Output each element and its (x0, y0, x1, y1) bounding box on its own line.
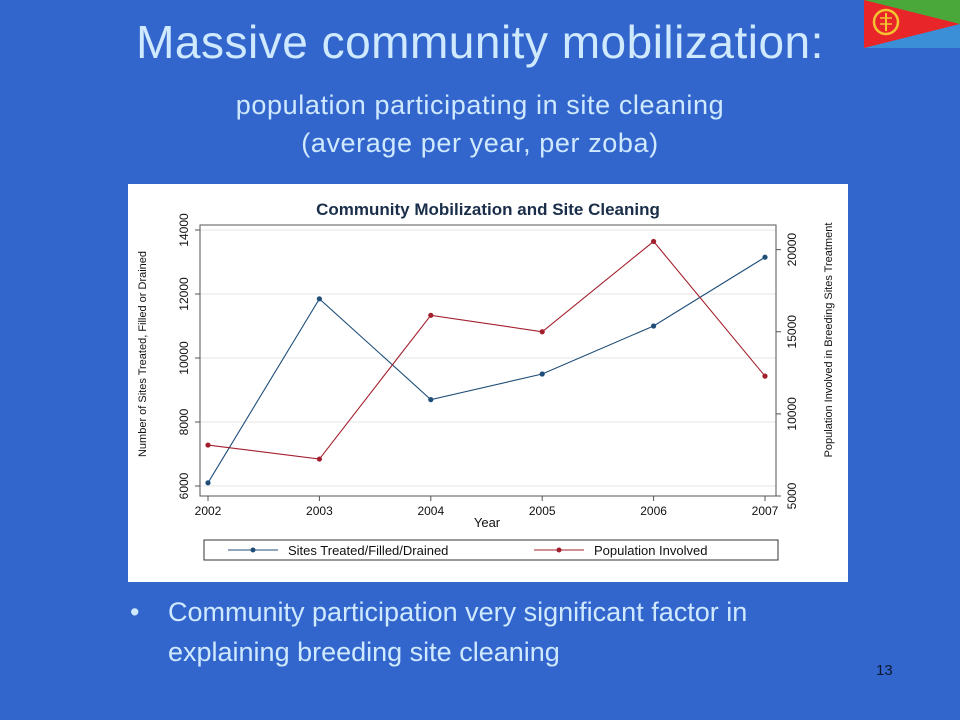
y-right-tick-label: 20000 (785, 233, 799, 267)
y-left-tick-label: 14000 (177, 213, 191, 247)
subtitle-line-2: (average per year, per zoba) (301, 128, 659, 158)
series-sites-point (762, 254, 768, 260)
chart-legend: Sites Treated/Filled/Drained Population … (203, 539, 779, 561)
y-axis-left-label: Number of Sites Treated, Filled or Drain… (137, 251, 149, 457)
page-number: 13 (876, 662, 893, 679)
x-tick-label: 2007 (752, 504, 779, 518)
series-sites-point (428, 397, 434, 403)
series-sites-line (207, 256, 766, 484)
series-population-point (539, 329, 545, 335)
line-chart: 6000 8000 10000 12000 14000 5000 10000 15000 200… (128, 184, 848, 582)
series-population-point (205, 442, 211, 448)
series-population-point (651, 238, 657, 245)
x-tick-label: 2006 (640, 504, 667, 518)
x-tick-label: 2003 (306, 504, 333, 518)
x-tick-label: 2002 (195, 504, 222, 518)
x-axis-label: Year (474, 515, 501, 530)
series-sites-point (205, 480, 211, 486)
bullet-dot-icon: • (130, 597, 140, 627)
chart-panel: 6000 8000 10000 12000 14000 5000 10000 15000 200… (128, 184, 848, 582)
y-axis-right-label: Population Involved in Breeding Sites Tr… (823, 223, 835, 458)
chart-title: Community Mobilization and Site Cleaning (316, 200, 660, 219)
eritrea-flag-icon (864, 0, 960, 48)
series-population-point (428, 312, 434, 318)
subtitle-line-1: population participating in site cleanin… (235, 90, 725, 120)
y-left-tick-label: 8000 (177, 408, 191, 435)
y-left-tick-label: 10000 (177, 341, 191, 375)
y-right-tick-label: 10000 (785, 397, 799, 431)
legend-population-marker (556, 547, 562, 553)
x-tick-label: 2004 (417, 504, 444, 518)
slide-subtitle: population participating in site cleanin… (0, 86, 960, 162)
y-left-tick-label: 12000 (177, 277, 191, 311)
series-population-point (762, 373, 768, 379)
series-sites-point (651, 323, 657, 329)
bullet-item: Community participation very significant… (168, 597, 748, 667)
y-right-tick-label: 5000 (785, 482, 799, 509)
slide-title: Massive community mobilization: (136, 16, 824, 68)
series-population-point (316, 456, 322, 462)
legend-sites-marker (250, 547, 256, 553)
y-right-tick-label: 15000 (785, 315, 799, 349)
series-population-line (207, 240, 766, 460)
legend-sites-label: Sites Treated/Filled/Drained (288, 543, 448, 558)
legend-population-label: Population Involved (594, 543, 707, 558)
x-tick-label: 2005 (529, 504, 556, 518)
series-sites-point (539, 371, 545, 377)
series-sites-point (316, 296, 322, 302)
y-left-tick-label: 6000 (177, 472, 191, 499)
